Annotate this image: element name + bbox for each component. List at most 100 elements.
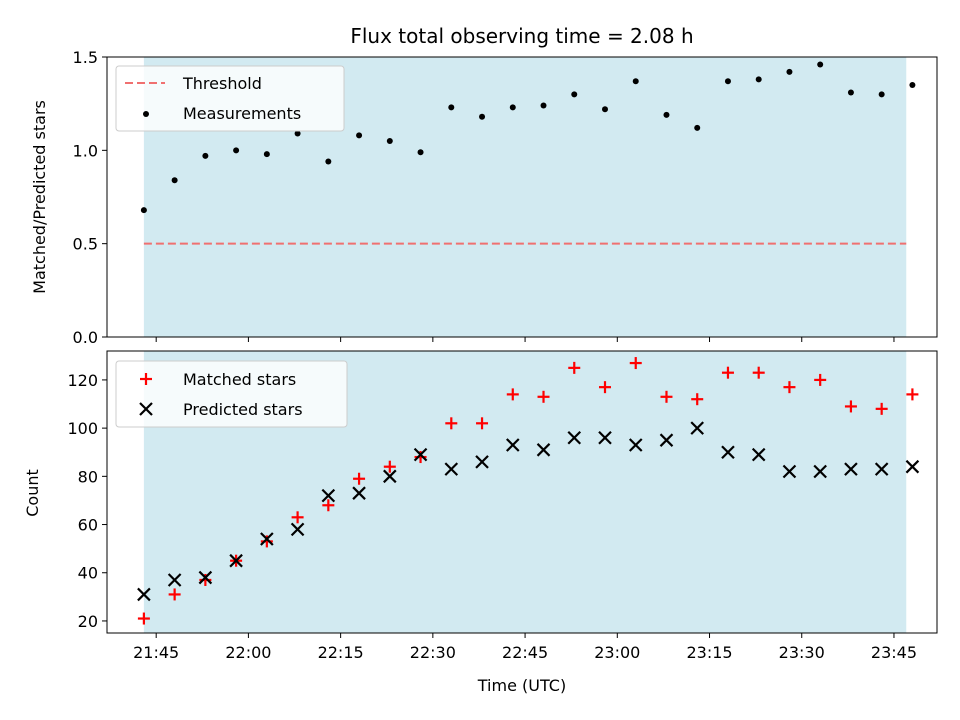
matched-star-marker — [506, 388, 519, 401]
predicted-star-marker — [628, 438, 643, 452]
measurement-point — [356, 132, 363, 139]
bottom-y-tick-label: 80 — [78, 467, 98, 486]
measurement-point — [724, 78, 731, 85]
matched-star-marker — [353, 472, 366, 485]
bottom-y-axis-label: Count — [23, 469, 42, 517]
predicted-star-marker — [290, 522, 305, 537]
predicted-star-marker — [690, 421, 705, 435]
legend-threshold-label: Threshold — [182, 74, 262, 93]
measurement-point — [694, 124, 701, 131]
x-tick-label: 23:45 — [871, 643, 917, 662]
measurement-point — [325, 158, 332, 165]
predicted-star-marker — [813, 464, 827, 479]
measurement-point — [140, 207, 147, 214]
measurement-point — [479, 113, 486, 120]
x-tick-label: 23:15 — [686, 643, 732, 662]
bottom-y-tick-label: 120 — [67, 371, 98, 390]
predicted-star-marker — [229, 553, 243, 568]
figure-title: Flux total observing time = 2.08 h — [350, 24, 693, 48]
measurement-point — [571, 91, 578, 98]
bottom-y-tick-label: 40 — [78, 564, 98, 583]
matched-star-marker — [445, 417, 458, 430]
measurement-point — [294, 130, 301, 137]
legend-predicted-swatch — [139, 402, 153, 416]
legend-predicted-label: Predicted stars — [183, 400, 303, 419]
legend-matched-label: Matched stars — [183, 370, 296, 389]
predicted-star-marker — [844, 462, 858, 476]
matched-star-marker — [875, 402, 888, 415]
matched-star-marker — [476, 417, 489, 430]
predicted-star-marker — [383, 469, 397, 484]
predicted-star-marker — [721, 445, 735, 460]
top-y-axis-label: Matched/Predicted stars — [30, 100, 49, 294]
matched-star-marker — [629, 357, 642, 370]
measurement-point — [540, 102, 547, 109]
x-tick-label: 22:00 — [225, 643, 271, 662]
measurement-point — [847, 89, 854, 96]
matched-star-marker — [414, 451, 427, 464]
predicted-star-marker — [413, 447, 428, 462]
measurement-point — [417, 149, 424, 156]
predicted-star-marker — [751, 447, 766, 462]
matched-star-marker — [383, 460, 396, 473]
matched-star-marker — [537, 390, 550, 403]
matched-star-marker — [599, 381, 611, 394]
x-tick-label: 23:00 — [594, 643, 640, 662]
x-tick-label: 21:45 — [133, 643, 179, 662]
bottom-legend: Matched stars Predicted stars — [115, 360, 348, 428]
measurement-point — [632, 78, 639, 85]
matched-star-marker — [844, 400, 857, 413]
bottom-y-tick-label: 60 — [78, 516, 98, 535]
measurement-point — [448, 104, 455, 111]
measurement-point — [386, 138, 393, 144]
predicted-star-marker — [198, 570, 213, 585]
bottom-legend-box — [115, 360, 348, 428]
measurement-point — [755, 76, 762, 83]
matched-star-marker — [721, 366, 734, 379]
bottom-y-tick-label: 100 — [67, 419, 98, 438]
top-y-tick-label: 0.5 — [73, 235, 98, 254]
measurement-point — [171, 177, 178, 184]
predicted-star-marker — [782, 464, 797, 479]
measurement-point — [233, 147, 240, 154]
matched-star-marker — [568, 361, 581, 374]
top-legend: Threshold Measurements — [115, 65, 345, 132]
measurement-point — [663, 111, 670, 118]
bottom-y-tick-label: 20 — [78, 612, 98, 631]
predicted-star-marker — [598, 430, 612, 445]
x-axis-label: Time (UTC) — [477, 676, 566, 695]
matched-star-marker — [691, 393, 704, 406]
x-tick-label: 22:30 — [410, 643, 456, 662]
measurement-point — [817, 61, 824, 68]
matched-star-marker — [752, 366, 765, 379]
predicted-star-marker — [167, 573, 182, 587]
top-y-tick-label: 1.5 — [73, 48, 98, 67]
predicted-star-marker — [874, 462, 889, 476]
top-y-tick-label: 1.0 — [73, 141, 98, 160]
matched-star-marker — [260, 535, 273, 548]
legend-matched-swatch — [140, 373, 152, 385]
top-y-tick-label: 0.0 — [73, 328, 98, 347]
matched-star-marker — [906, 388, 919, 401]
predicted-star-marker — [505, 438, 520, 452]
predicted-star-marker — [352, 486, 366, 500]
top-legend-box — [115, 65, 345, 132]
matched-star-marker — [814, 373, 827, 386]
top-chart: 0.0 0.5 1.0 1.5 Matched/Predicted stars Thr… — [30, 48, 938, 347]
matched-star-marker — [660, 390, 673, 403]
matched-star-marker — [291, 511, 304, 524]
bottom-chart: 20 40 60 80 100 120 21:45 22:00 22:15 22:30 22:45 2… — [23, 350, 938, 695]
predicted-star-marker — [905, 459, 920, 474]
measurement-point — [909, 82, 916, 88]
x-tick-label: 22:45 — [502, 643, 548, 662]
predicted-star-marker — [321, 488, 336, 503]
predicted-star-marker — [444, 462, 459, 476]
predicted-star-marker — [475, 455, 489, 469]
matched-star-marker — [168, 588, 181, 601]
matched-star-marker — [137, 612, 150, 625]
predicted-star-marker — [536, 443, 551, 457]
predicted-star-marker — [659, 433, 674, 447]
matched-star-marker — [783, 381, 796, 394]
matched-star-marker — [199, 573, 212, 586]
